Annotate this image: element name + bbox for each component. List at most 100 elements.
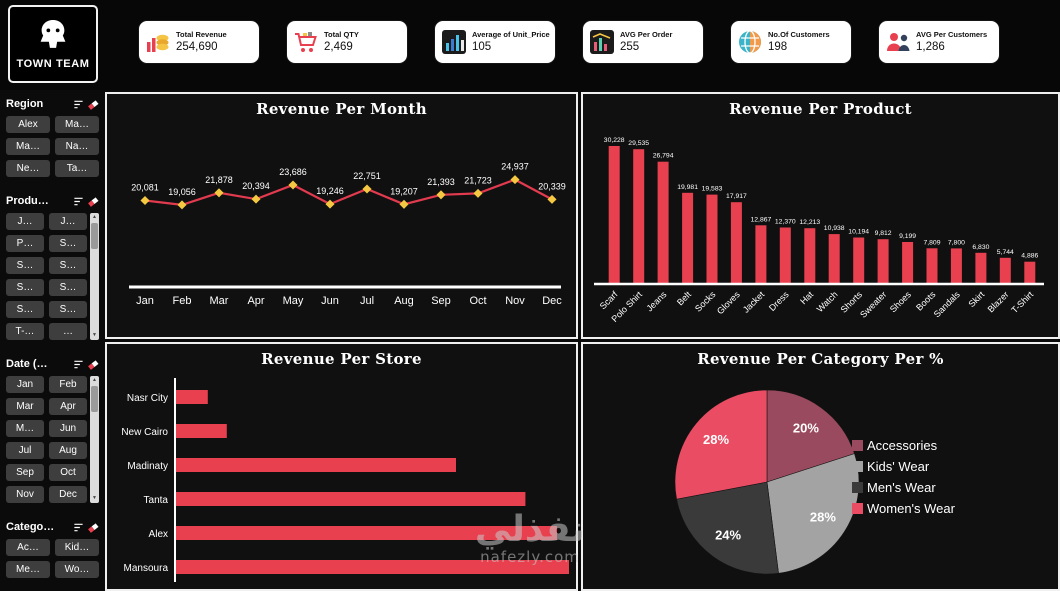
slicer-item[interactable]: Me… (6, 561, 50, 578)
slicer-item[interactable]: Apr (49, 398, 87, 415)
product-bar[interactable] (828, 234, 840, 284)
slicer-item[interactable]: Ne… (6, 160, 50, 177)
slicer-item[interactable]: S… (6, 301, 44, 318)
legend-label[interactable]: Kids' Wear (867, 459, 930, 474)
slicer-item[interactable]: J… (6, 213, 44, 230)
legend-label[interactable]: Accessories (867, 438, 938, 453)
product-bar[interactable] (657, 161, 669, 284)
pie-slice[interactable] (766, 389, 855, 483)
data-point-marker[interactable] (177, 200, 187, 210)
slicer-item[interactable]: Feb (49, 376, 87, 393)
data-point-marker[interactable] (362, 184, 372, 194)
slicer-item[interactable]: T-… (6, 323, 44, 340)
slicer-item[interactable]: S… (49, 301, 87, 318)
store-bar[interactable] (174, 526, 557, 540)
product-bar[interactable] (803, 228, 815, 284)
slicer-item[interactable]: P… (6, 235, 44, 252)
data-point-marker[interactable] (436, 190, 446, 200)
slicer-item[interactable]: Ma… (55, 116, 99, 133)
scroll-down-icon[interactable]: ▼ (92, 495, 97, 501)
slicer-item[interactable]: Ma… (6, 138, 50, 155)
clear-filter-eraser-icon[interactable] (87, 196, 99, 207)
list-icon[interactable] (73, 99, 84, 110)
legend-label[interactable]: Women's Wear (867, 501, 956, 516)
store-bar[interactable] (174, 424, 227, 438)
slicer-item[interactable]: Jan (6, 376, 44, 393)
scrollbar[interactable]: ▲ ▼ (90, 376, 99, 503)
store-bar[interactable] (174, 492, 525, 506)
clear-filter-eraser-icon[interactable] (87, 522, 99, 533)
product-bar[interactable] (608, 146, 620, 284)
slicer-item[interactable]: Jun (49, 420, 87, 437)
slicer-item[interactable]: S… (6, 257, 44, 274)
data-point-marker[interactable] (399, 199, 409, 209)
product-bar[interactable] (877, 239, 889, 284)
slicer-item[interactable]: Nov (6, 486, 44, 503)
product-bar[interactable] (999, 257, 1011, 284)
data-point-marker[interactable] (473, 188, 483, 198)
slicer-item[interactable]: Wo… (55, 561, 99, 578)
slicer-item[interactable]: Jul (6, 442, 44, 459)
product-bar[interactable] (950, 248, 962, 284)
legend-label[interactable]: Men's Wear (867, 480, 936, 495)
scrollbar[interactable]: ▲ ▼ (90, 213, 99, 340)
store-bar[interactable] (174, 458, 456, 472)
scroll-up-icon[interactable]: ▲ (92, 214, 97, 220)
data-point-marker[interactable] (251, 194, 261, 204)
slicer-item[interactable]: Oct (49, 464, 87, 481)
product-bar[interactable] (706, 194, 717, 284)
scroll-down-icon[interactable]: ▼ (92, 332, 97, 338)
slicer-item[interactable]: S… (6, 279, 44, 296)
product-bar[interactable] (730, 202, 742, 284)
kpi-text: Average of Unit_Price 105 (472, 30, 550, 54)
slicer-item[interactable]: Dec (49, 486, 87, 503)
slicer-item[interactable]: S… (49, 257, 87, 274)
product-bar[interactable] (754, 225, 766, 284)
data-point-marker[interactable] (547, 194, 557, 204)
data-point-marker[interactable] (214, 188, 224, 198)
slicer-item[interactable]: Na… (55, 138, 99, 155)
value-label: 20,339 (538, 181, 566, 191)
slicer-item[interactable]: S… (49, 279, 87, 296)
slicer-item[interactable]: J… (49, 213, 87, 230)
clear-filter-eraser-icon[interactable] (87, 99, 99, 110)
product-bar[interactable] (974, 252, 986, 284)
slicer-header: Date (… (6, 357, 99, 371)
kpi-title: No.Of Customers (768, 30, 830, 40)
pie-slice[interactable] (675, 481, 779, 575)
clear-filter-eraser-icon[interactable] (87, 359, 99, 370)
data-point-marker[interactable] (510, 175, 520, 185)
slicer-item[interactable]: M… (6, 420, 44, 437)
scroll-thumb[interactable] (91, 386, 98, 412)
slicer-item[interactable]: Kid… (55, 539, 99, 556)
store-bar[interactable] (174, 390, 208, 404)
list-icon[interactable] (73, 196, 84, 207)
scroll-up-icon[interactable]: ▲ (92, 377, 97, 383)
slicer-item[interactable]: … (49, 323, 87, 340)
list-icon[interactable] (73, 522, 84, 533)
product-bar[interactable] (779, 227, 791, 285)
pie-slice[interactable] (674, 389, 767, 500)
data-point-marker[interactable] (288, 180, 298, 190)
product-bar[interactable] (852, 237, 864, 285)
slicer-item[interactable]: Alex (6, 116, 50, 133)
data-point-marker[interactable] (325, 199, 335, 209)
product-bar[interactable] (901, 242, 913, 284)
slicer-item[interactable]: S… (49, 235, 87, 252)
slicer-item[interactable]: Sep (6, 464, 44, 481)
list-icon[interactable] (73, 359, 84, 370)
product-bar[interactable] (681, 192, 693, 284)
line-chart-svg: 20,081 Jan 19,056 Feb 21,878 Mar 20,394 Apr 23,6… (129, 162, 566, 307)
data-point-marker[interactable] (140, 195, 150, 206)
slicer-item[interactable]: Mar (6, 398, 44, 415)
slicer-header: Catego… (6, 520, 99, 534)
slicer-item[interactable]: Ta… (55, 160, 99, 177)
store-bar[interactable] (174, 560, 569, 574)
slicer-item[interactable]: Aug (49, 442, 87, 459)
product-bar[interactable] (632, 149, 644, 284)
product-bar[interactable] (1023, 261, 1035, 284)
scroll-thumb[interactable] (91, 223, 98, 249)
slicer-item[interactable]: Ac… (6, 539, 50, 556)
value-label: 23,686 (279, 167, 307, 177)
product-bar[interactable] (926, 248, 937, 284)
